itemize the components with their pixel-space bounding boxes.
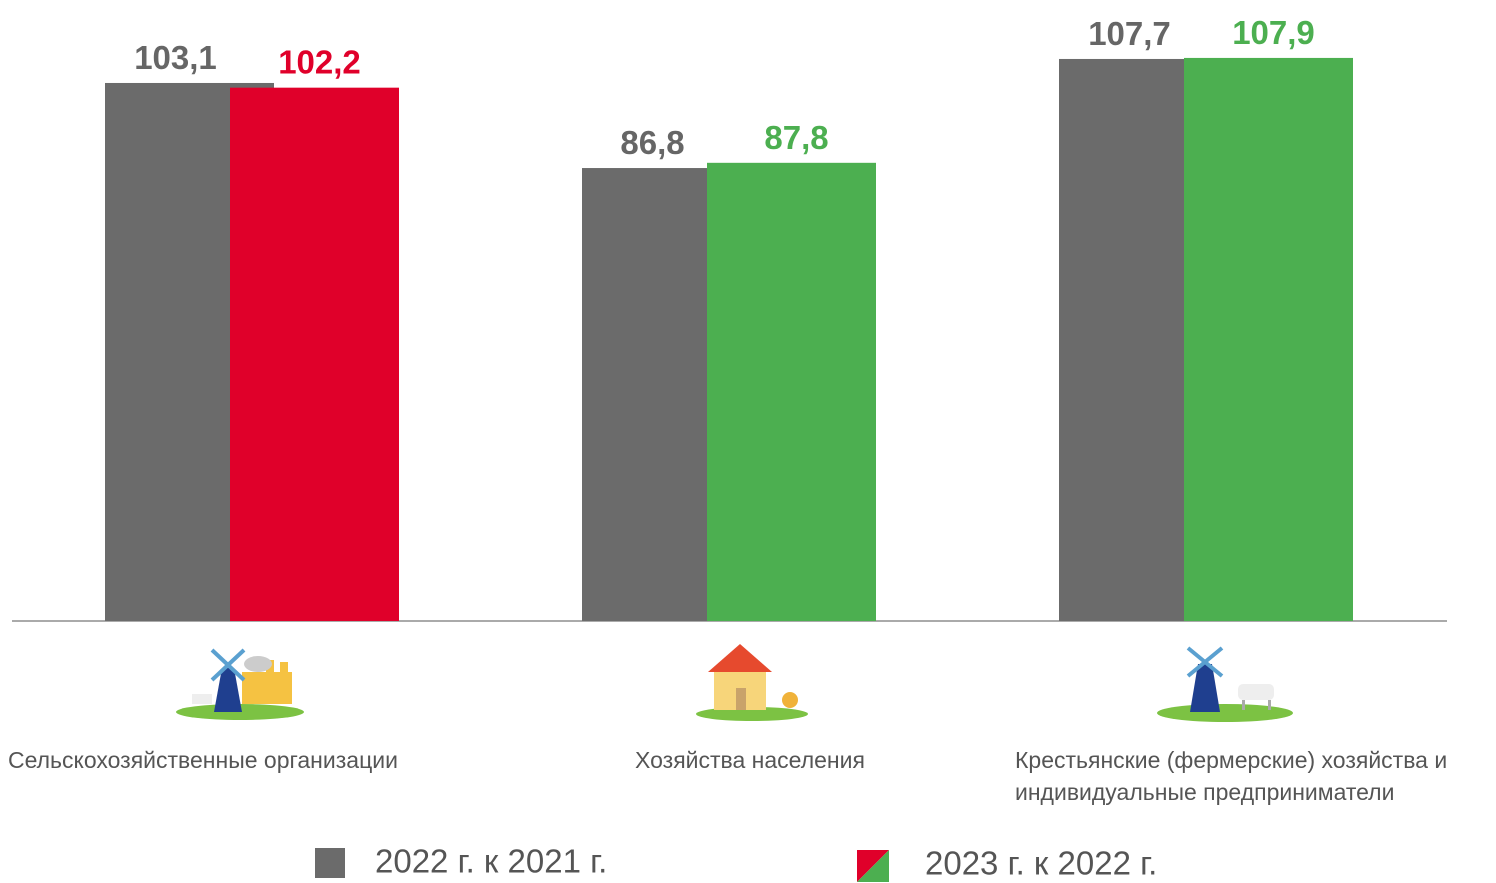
bar xyxy=(707,163,876,621)
legend-swatch xyxy=(315,848,345,878)
legend-label: 2023 г. к 2022 г. xyxy=(925,845,1157,882)
icon-agro-org xyxy=(176,650,304,720)
bar xyxy=(1184,58,1353,621)
value-label: 87,8 xyxy=(764,119,828,156)
value-label: 102,2 xyxy=(278,44,361,81)
value-label: 86,8 xyxy=(620,124,684,161)
icon-farm xyxy=(1157,648,1293,722)
category-label: Хозяйства населения xyxy=(600,744,900,776)
bar xyxy=(230,88,399,621)
value-label: 103,1 xyxy=(134,39,217,76)
icon-household xyxy=(696,644,808,721)
category-label: Крестьянские (фермерские) хозяйства и ин… xyxy=(1015,744,1493,808)
page: {"chart_data": {"type": "bar", "categori… xyxy=(0,0,1496,883)
value-label: 107,7 xyxy=(1088,15,1171,52)
value-label: 107,9 xyxy=(1232,14,1315,51)
category-label: Сельскохозяйственные организации xyxy=(8,744,468,776)
legend-label: 2022 г. к 2021 г. xyxy=(375,843,607,880)
